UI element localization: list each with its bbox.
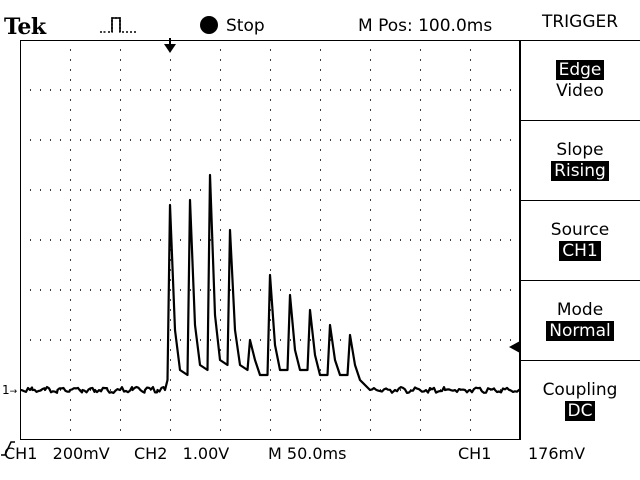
ch1-waveform: [20, 173, 520, 394]
trigger-level-readout: 176mV: [528, 444, 586, 463]
trigger-slope-value: Rising: [551, 161, 609, 181]
ch1-ground-marker: 1→: [2, 383, 18, 397]
trigger-coupling-value: DC: [564, 401, 596, 421]
status-bar: Tek Stop M Pos: 100.0ms: [0, 0, 520, 40]
trigger-source-readout: CH1: [458, 444, 492, 463]
trigger-slope-label: Slope: [556, 140, 604, 160]
ch2-scale-readout: CH2 1.00V: [134, 444, 230, 463]
trigger-source-label: Source: [550, 220, 610, 240]
waveform-display: [20, 40, 520, 440]
run-status: Stop: [226, 16, 265, 36]
timebase-readout: M 50.0ms: [268, 444, 347, 463]
main-position-label: M Pos:: [358, 16, 413, 36]
trigger-source-value: CH1: [559, 241, 601, 261]
ch1-scale-readout: CH1 200mV: [4, 444, 110, 463]
brand-logo: Tek: [4, 14, 46, 40]
trigger-mode-label: Mode: [556, 300, 604, 320]
grid-dots: [30, 49, 511, 431]
trigger-position-marker-icon: [164, 44, 176, 53]
graticule-border: [20, 40, 520, 440]
graticule-grid: [30, 49, 511, 431]
menu-title: TRIGGER: [541, 12, 619, 32]
menu-divider: [520, 40, 521, 440]
pulse-acquire-icon: [100, 17, 136, 33]
main-position-value: 100.0ms: [418, 16, 493, 36]
trigger-mode-value: Normal: [546, 321, 614, 341]
trigger-slope-button[interactable]: Slope Rising: [520, 120, 640, 200]
trigger-level-marker-icon: [509, 341, 520, 353]
readout-bar: CH1 200mV CH2 1.00V M 50.0ms CH1 176mV: [0, 440, 640, 480]
trigger-type-video: Video: [556, 81, 604, 101]
trigger-mode-button[interactable]: Mode Normal: [520, 280, 640, 360]
trigger-type-edge: Edge: [555, 60, 605, 80]
trigger-menu: TRIGGER Edge Video Slope Rising Source C…: [520, 0, 640, 440]
trigger-source-button[interactable]: Source CH1: [520, 200, 640, 280]
main-position-readout: M Pos: 100.0ms: [358, 16, 492, 36]
trigger-position-stem: [169, 38, 171, 46]
trigger-coupling-label: Coupling: [542, 380, 618, 400]
trigger-coupling-button[interactable]: Coupling DC: [520, 360, 640, 440]
filled-circle-icon: [200, 16, 218, 34]
rising-edge-icon: [1, 441, 15, 456]
trigger-type-button[interactable]: Edge Video: [520, 40, 640, 120]
